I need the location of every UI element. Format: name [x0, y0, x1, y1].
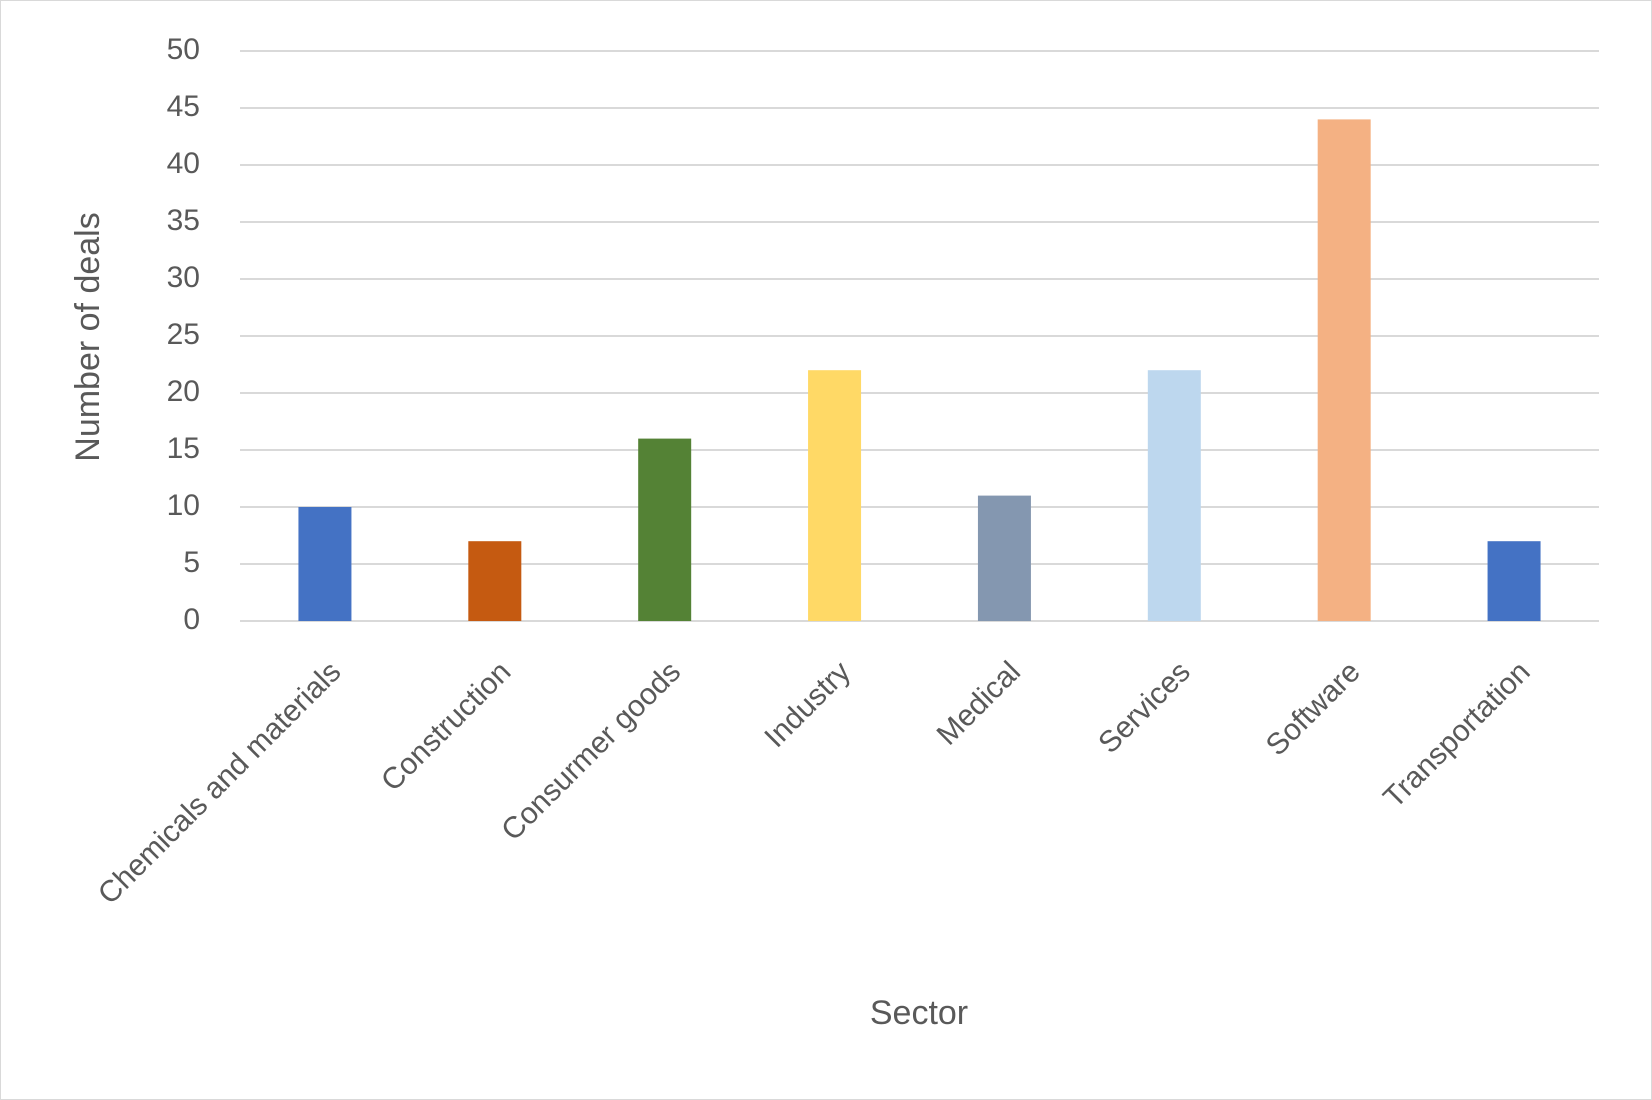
y-axis-title: Number of deals [69, 212, 107, 461]
y-tick-label: 5 [183, 546, 200, 579]
x-axis-title: Sector [870, 994, 968, 1032]
bar [1487, 541, 1541, 621]
bar [468, 541, 522, 621]
bar [977, 495, 1031, 621]
y-tick-label: 45 [167, 90, 200, 123]
bar [808, 370, 862, 621]
y-tick-label: 25 [167, 318, 200, 351]
y-tick-label: 50 [167, 33, 200, 66]
y-tick-label: 40 [167, 147, 200, 180]
bar [1147, 370, 1201, 621]
bar [1317, 119, 1371, 622]
y-tick-label: 0 [183, 603, 200, 636]
bar [298, 507, 352, 621]
y-tick-label: 30 [167, 261, 200, 294]
y-tick-label: 35 [167, 204, 200, 237]
y-tick-label: 20 [167, 375, 200, 408]
y-tick-label: 15 [167, 432, 200, 465]
y-tick-label: 10 [167, 489, 200, 522]
bar [638, 438, 692, 621]
